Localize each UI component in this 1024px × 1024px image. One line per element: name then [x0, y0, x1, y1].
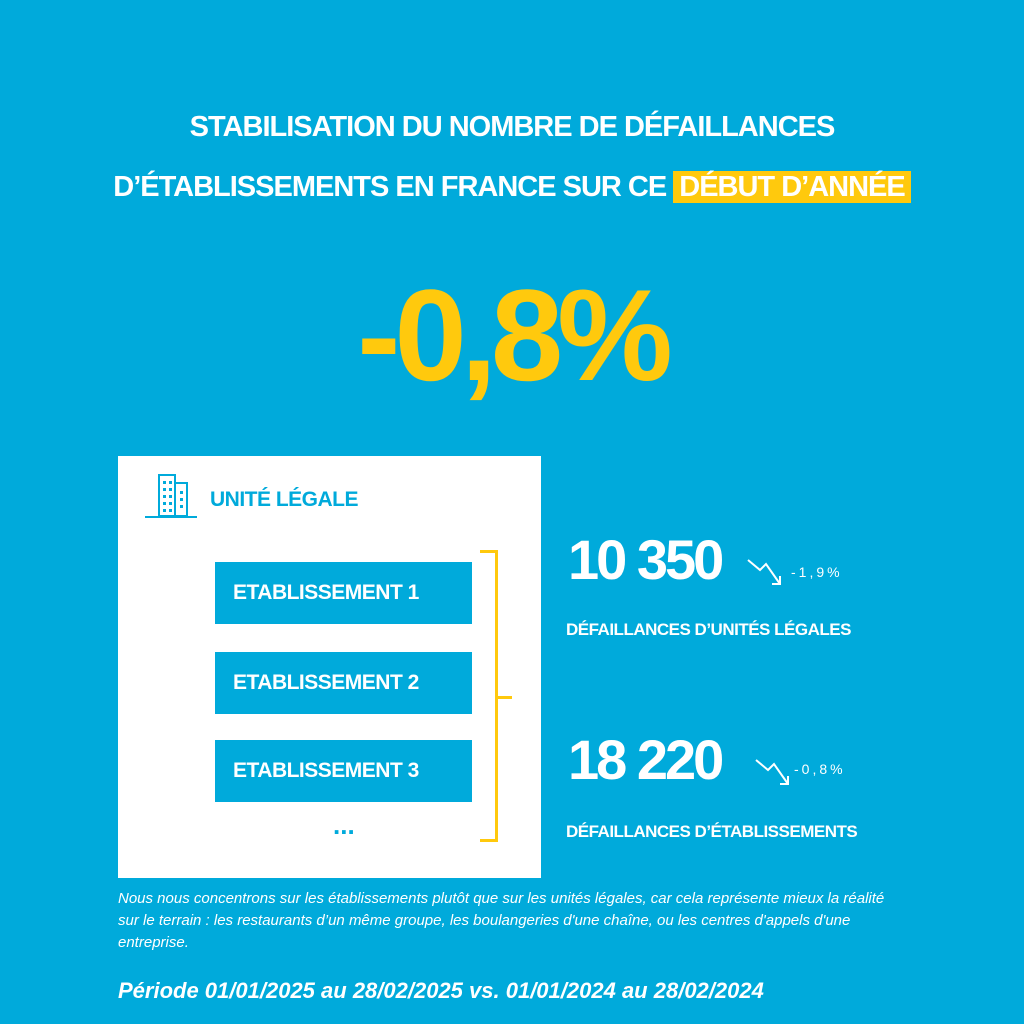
legal-unit-label: UNITÉ LÉGALE	[210, 488, 359, 511]
establishment-box: ETABLISSEMENT 3	[215, 740, 472, 802]
more-establishments: ...	[333, 810, 355, 840]
bracket-tick	[498, 696, 512, 699]
headline-change: -0,8%	[357, 262, 673, 408]
stat-change: -1,9%	[791, 564, 843, 580]
stat-change: -0,8%	[794, 761, 846, 777]
stat-value: 18 220	[568, 728, 724, 791]
establishment-box: ETABLISSEMENT 2	[215, 652, 472, 714]
bracket	[480, 550, 498, 842]
period: Période 01/01/2025 au 28/02/2025 vs. 01/…	[118, 978, 764, 1003]
title-highlight: DÉBUT D’ANNÉE	[673, 171, 911, 203]
stat-label: DÉFAILLANCES D’UNITÉS LÉGALES	[566, 620, 851, 639]
building-icon	[145, 474, 197, 518]
trend-down-icon	[747, 559, 781, 585]
stat-label: DÉFAILLANCES D’ÉTABLISSEMENTS	[566, 822, 858, 841]
title-line-1: STABILISATION DU NOMBRE DE DÉFAILLANCES	[189, 111, 836, 143]
footnote: Nous nous concentrons sur les établissem…	[118, 890, 885, 951]
establishment-box: ETABLISSEMENT 1	[215, 562, 472, 624]
trend-down-icon	[755, 759, 789, 785]
title-line-2: D’ÉTABLISSEMENTS EN FRANCE SUR CE DÉBUT …	[0, 164, 1024, 210]
stat-value: 10 350	[568, 528, 724, 591]
